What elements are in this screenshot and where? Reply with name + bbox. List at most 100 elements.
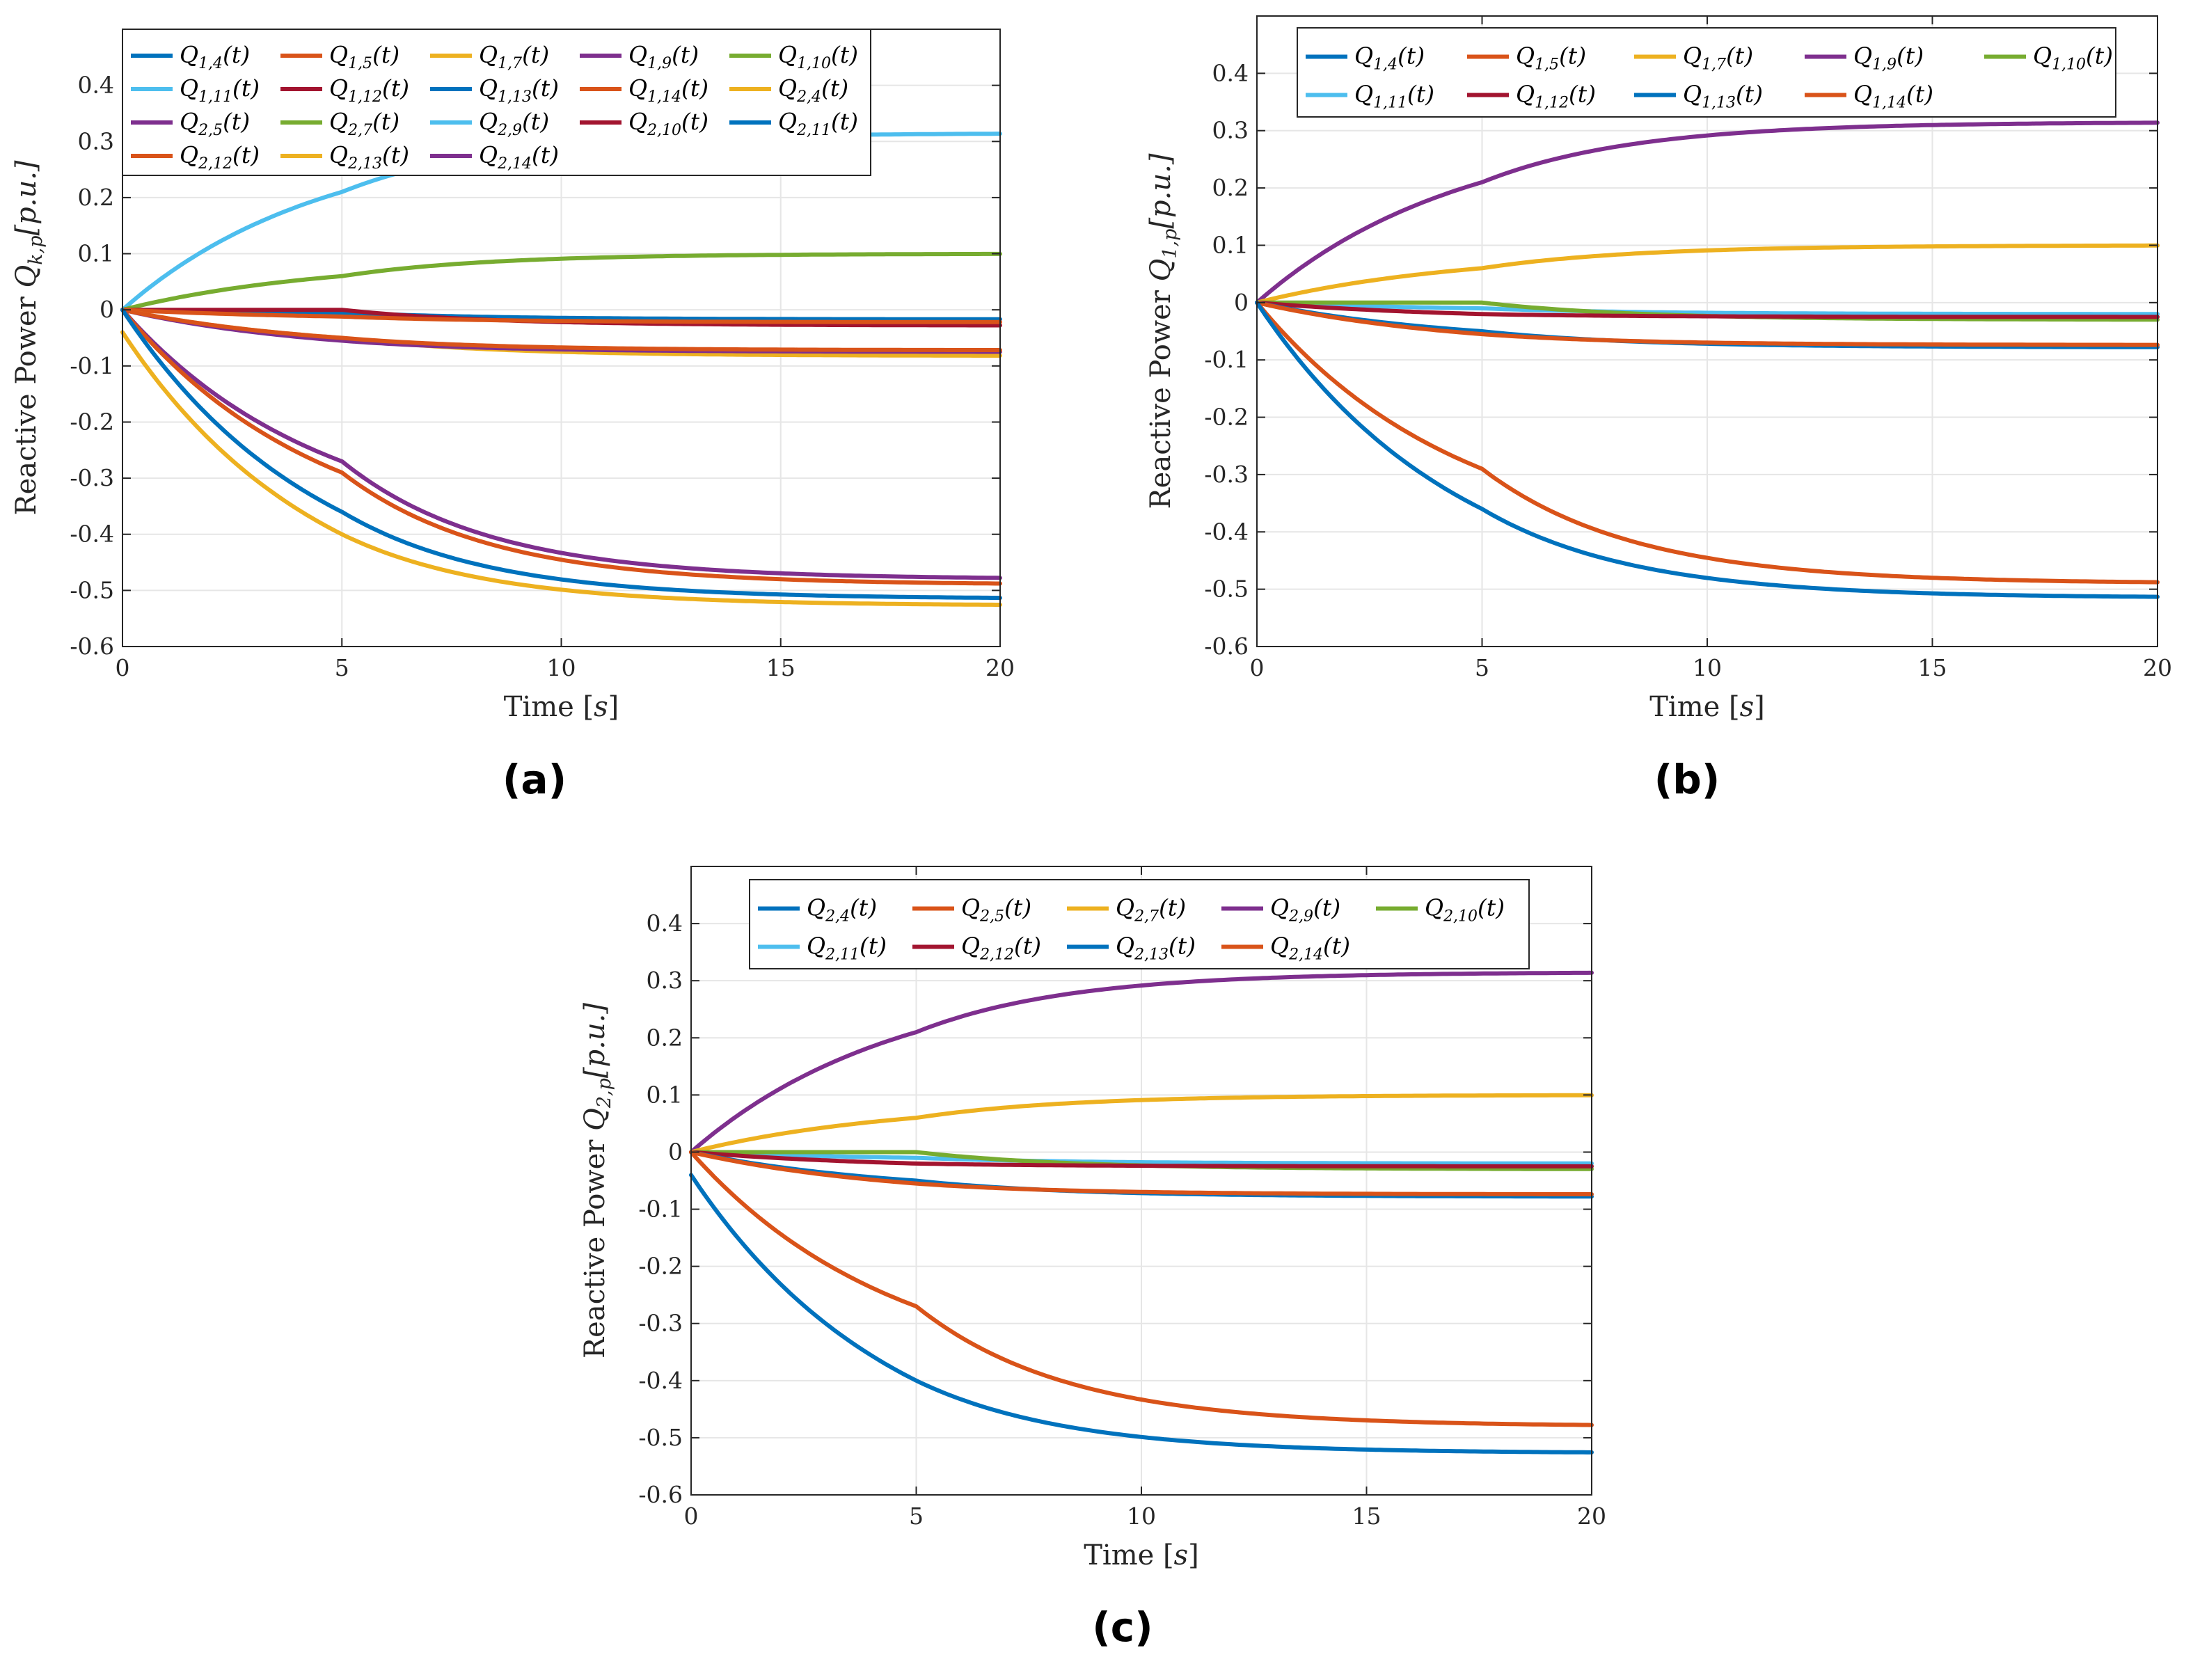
series-line-Q1-4 xyxy=(1255,300,2160,599)
legend-label: Q2,10(t) xyxy=(1425,894,1505,926)
x-tick-label: 20 xyxy=(1577,1503,1606,1530)
legend-box xyxy=(1297,27,2116,118)
legend-label: Q2,7(t) xyxy=(1116,894,1186,926)
y-tick-label: 0.1 xyxy=(1212,231,1249,258)
panel-c: 0 5 10 15 20 0.4 0.3 0.2 0.1 0 -0.1 -0.2 -0.3 -0.4 -0.… xyxy=(579,866,1606,1651)
y-tick-label: -0.5 xyxy=(70,576,114,603)
legend-label: Q2,10(t) xyxy=(628,108,708,139)
series-line-Q2-14 xyxy=(689,1150,1594,1196)
legend-label: Q1,5(t) xyxy=(329,41,399,72)
legend-label: Q1,10(t) xyxy=(2033,42,2113,74)
y-tick-label: -0.1 xyxy=(1204,346,1249,373)
legend-label: Q2,11(t) xyxy=(778,108,858,139)
panel-b: 0 5 10 15 20 0.4 0.3 0.2 0.1 0 -0.1 -0.2 -0.3 -0.4 -0.… xyxy=(1145,15,2172,803)
y-axis-label: Reactive Power Qk,p[p.u.] xyxy=(10,160,47,515)
x-tick-label: 5 xyxy=(335,654,349,681)
legend-label: Q2,12(t) xyxy=(180,141,260,173)
series-line-Q1-10-Q2-7 xyxy=(120,251,1002,312)
legend-label: Q1,13(t) xyxy=(479,74,559,106)
y-tick-label: 0.2 xyxy=(78,184,114,211)
legend-label: Q1,14(t) xyxy=(1853,81,1933,112)
y-tick-label: -0.2 xyxy=(638,1253,683,1280)
x-tick-label: 15 xyxy=(1918,654,1947,681)
y-tick-label: -0.3 xyxy=(638,1310,683,1337)
y-tick-label: -0.6 xyxy=(1204,633,1249,660)
y-tick-label: 0.3 xyxy=(78,127,114,154)
legend-label: Q2,7(t) xyxy=(329,108,399,139)
series-line-Q1-5 xyxy=(1255,300,2160,585)
y-tick-label: -0.5 xyxy=(638,1424,683,1451)
legend-label: Q2,13(t) xyxy=(1116,933,1196,964)
panel-caption: (a) xyxy=(502,756,567,803)
x-axis-label: Time [s] xyxy=(1649,691,1765,723)
legend-label: Q1,10(t) xyxy=(778,41,858,72)
legend-label: Q1,12(t) xyxy=(329,74,409,106)
x-tick-label: 0 xyxy=(684,1503,699,1530)
y-tick-label: 0 xyxy=(1234,289,1249,316)
x-axis-label: Time [s] xyxy=(1084,1539,1199,1571)
series-line-Q2-14 xyxy=(120,308,1002,580)
y-axis-label: Reactive Power Q1,p[p.u.] xyxy=(1145,153,1181,509)
panel-caption: (c) xyxy=(1092,1603,1153,1651)
series-line-Q2-12 xyxy=(689,1150,1594,1168)
x-tick-label: 15 xyxy=(1352,1503,1381,1530)
series-line-Q1-9 xyxy=(1255,120,2160,305)
legend-label: Q2,5(t) xyxy=(961,894,1031,926)
y-tick-label: -0.1 xyxy=(638,1196,683,1223)
y-axis-label: Reactive Power Q2,p[p.u.] xyxy=(579,1003,615,1358)
legend-label: Q1,13(t) xyxy=(1683,81,1763,112)
legend-label: Q2,9(t) xyxy=(1270,894,1340,926)
series-line-Q1-14 xyxy=(1255,300,2160,347)
y-tick-label: -0.6 xyxy=(638,1481,683,1508)
series-line-Q2-5 xyxy=(689,1150,1594,1427)
legend-label: Q1,5(t) xyxy=(1516,42,1586,74)
legend-label: Q2,14(t) xyxy=(479,141,559,173)
series-line-Q2-7 xyxy=(689,1093,1594,1155)
series-line-Q2-11 xyxy=(689,1150,1594,1166)
x-tick-label: 15 xyxy=(766,654,795,681)
x-tick-label: 5 xyxy=(909,1503,924,1530)
x-tick-label: 0 xyxy=(1250,654,1265,681)
y-tick-label: -0.1 xyxy=(70,352,114,379)
series-line-Q2-4 xyxy=(120,330,1002,607)
legend-label: Q1,9(t) xyxy=(1853,42,1924,74)
series-line-Q1-14 xyxy=(120,308,1002,352)
x-tick-label: 20 xyxy=(2143,654,2172,681)
legend-label: Q1,7(t) xyxy=(479,41,549,72)
y-tick-label: -0.5 xyxy=(1204,576,1249,603)
y-tick-label: 0.4 xyxy=(647,910,683,937)
series-line-Q1-4 xyxy=(120,308,1002,601)
legend-label: Q1,4(t) xyxy=(180,41,250,72)
legend-label: Q2,13(t) xyxy=(329,141,409,173)
x-tick-label: 10 xyxy=(547,654,576,681)
panel-caption: (b) xyxy=(1654,756,1720,803)
legend-label: Q2,4(t) xyxy=(807,894,877,926)
y-tick-label: 0.1 xyxy=(78,240,114,267)
x-tick-label: 10 xyxy=(1127,1503,1156,1530)
y-tick-label: 0.2 xyxy=(1212,174,1249,201)
panel-a: 0 5 10 15 20 0.4 0.3 0.2 0.1 0 -0.1 -0.2 -0.3 -0.4 -0.… xyxy=(10,29,1015,803)
x-tick-label: 0 xyxy=(116,654,130,681)
legend-label: Q1,11(t) xyxy=(1354,81,1434,112)
legend-label: Q1,9(t) xyxy=(628,41,699,72)
series-line-Q2-9 xyxy=(689,970,1594,1155)
legend-label: Q2,5(t) xyxy=(180,108,250,139)
y-tick-label: -0.2 xyxy=(70,408,114,435)
y-tick-label: -0.2 xyxy=(1204,404,1249,431)
legend-label: Q2,12(t) xyxy=(961,933,1041,964)
y-tick-label: 0.3 xyxy=(647,967,683,994)
legend-label: Q1,7(t) xyxy=(1683,42,1753,74)
x-tick-label: 20 xyxy=(985,654,1015,681)
legend-label: Q1,14(t) xyxy=(628,74,708,106)
series-line-Q2-4 xyxy=(689,1173,1594,1455)
y-tick-label: 0.4 xyxy=(78,72,114,99)
y-tick-label: 0.1 xyxy=(647,1081,683,1108)
y-tick-label: 0 xyxy=(100,296,114,323)
y-tick-label: -0.3 xyxy=(1204,461,1249,488)
series-line-Q1-12 xyxy=(1255,300,2160,319)
legend-label: Q2,14(t) xyxy=(1270,933,1350,964)
series-line-Q1-5 xyxy=(120,308,1002,324)
y-tick-label: -0.4 xyxy=(638,1367,683,1394)
series-line-Q1-13 xyxy=(120,308,1002,322)
